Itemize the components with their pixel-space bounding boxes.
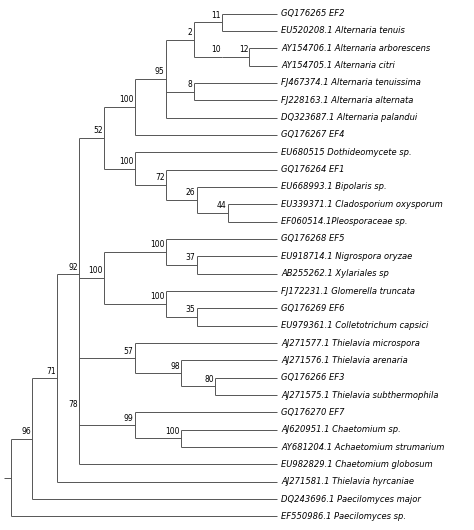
- Text: AY154705.1 Alternaria citri: AY154705.1 Alternaria citri: [281, 61, 395, 70]
- Text: EU668993.1 Bipolaris sp.: EU668993.1 Bipolaris sp.: [281, 182, 387, 191]
- Text: 100: 100: [119, 157, 134, 166]
- Text: EU680515 Dothideomycete sp.: EU680515 Dothideomycete sp.: [281, 148, 412, 157]
- Text: 26: 26: [186, 188, 196, 197]
- Text: 71: 71: [46, 367, 56, 376]
- Text: GQ176268 EF5: GQ176268 EF5: [281, 234, 345, 243]
- Text: EF550986.1 Paecilomyces sp.: EF550986.1 Paecilomyces sp.: [281, 512, 406, 521]
- Text: FJ467374.1 Alternaria tenuissima: FJ467374.1 Alternaria tenuissima: [281, 78, 421, 87]
- Text: 95: 95: [155, 67, 164, 76]
- Text: EU918714.1 Nigrospora oryzae: EU918714.1 Nigrospora oryzae: [281, 252, 412, 261]
- Text: GQ176264 EF1: GQ176264 EF1: [281, 165, 345, 174]
- Text: 92: 92: [68, 263, 78, 272]
- Text: 52: 52: [93, 126, 102, 135]
- Text: AJ620951.1 Chaetomium sp.: AJ620951.1 Chaetomium sp.: [281, 425, 401, 434]
- Text: AJ271575.1 Thielavia subthermophila: AJ271575.1 Thielavia subthermophila: [281, 391, 438, 400]
- Text: 10: 10: [211, 45, 220, 54]
- Text: 100: 100: [150, 241, 164, 250]
- Text: 78: 78: [68, 400, 78, 409]
- Text: 11: 11: [211, 11, 220, 20]
- Text: 2: 2: [188, 28, 192, 37]
- Text: EU979361.1 Colletotrichum capsici: EU979361.1 Colletotrichum capsici: [281, 321, 428, 330]
- Text: DQ323687.1 Alternaria palandui: DQ323687.1 Alternaria palandui: [281, 113, 418, 122]
- Text: 98: 98: [170, 362, 180, 371]
- Text: 72: 72: [155, 173, 164, 182]
- Text: 96: 96: [21, 427, 31, 436]
- Text: EU520208.1 Alternaria tenuis: EU520208.1 Alternaria tenuis: [281, 26, 405, 36]
- Text: FJ172231.1 Glomerella truncata: FJ172231.1 Glomerella truncata: [281, 287, 415, 296]
- Text: AY681204.1 Achaetomium strumarium: AY681204.1 Achaetomium strumarium: [281, 443, 445, 452]
- Text: 100: 100: [88, 267, 102, 276]
- Text: 100: 100: [119, 95, 134, 104]
- Text: EU982829.1 Chaetomium globosum: EU982829.1 Chaetomium globosum: [281, 460, 433, 469]
- Text: EF060514.1Pleosporaceae sp.: EF060514.1Pleosporaceae sp.: [281, 217, 408, 226]
- Text: AB255262.1 Xylariales sp: AB255262.1 Xylariales sp: [281, 269, 389, 278]
- Text: 44: 44: [217, 201, 227, 210]
- Text: 57: 57: [124, 347, 134, 356]
- Text: DQ243696.1 Paecilomyces major: DQ243696.1 Paecilomyces major: [281, 494, 421, 503]
- Text: 99: 99: [124, 414, 134, 423]
- Text: 8: 8: [188, 80, 192, 89]
- Text: GQ176267 EF4: GQ176267 EF4: [281, 130, 345, 139]
- Text: 12: 12: [239, 45, 248, 54]
- Text: AY154706.1 Alternaria arborescens: AY154706.1 Alternaria arborescens: [281, 43, 430, 52]
- Text: EU339371.1 Cladosporium oxysporum: EU339371.1 Cladosporium oxysporum: [281, 200, 443, 209]
- Text: 80: 80: [204, 375, 214, 384]
- Text: GQ176265 EF2: GQ176265 EF2: [281, 9, 345, 18]
- Text: 37: 37: [186, 253, 196, 262]
- Text: 100: 100: [150, 293, 164, 302]
- Text: AJ271577.1 Thielavia microspora: AJ271577.1 Thielavia microspora: [281, 339, 420, 348]
- Text: GQ176270 EF7: GQ176270 EF7: [281, 408, 345, 417]
- Text: GQ176266 EF3: GQ176266 EF3: [281, 373, 345, 382]
- Text: FJ228163.1 Alternaria alternata: FJ228163.1 Alternaria alternata: [281, 96, 413, 105]
- Text: 100: 100: [165, 427, 180, 436]
- Text: GQ176269 EF6: GQ176269 EF6: [281, 304, 345, 313]
- Text: 35: 35: [186, 305, 196, 314]
- Text: AJ271576.1 Thielavia arenaria: AJ271576.1 Thielavia arenaria: [281, 356, 408, 365]
- Text: AJ271581.1 Thielavia hyrcaniae: AJ271581.1 Thielavia hyrcaniae: [281, 478, 414, 487]
